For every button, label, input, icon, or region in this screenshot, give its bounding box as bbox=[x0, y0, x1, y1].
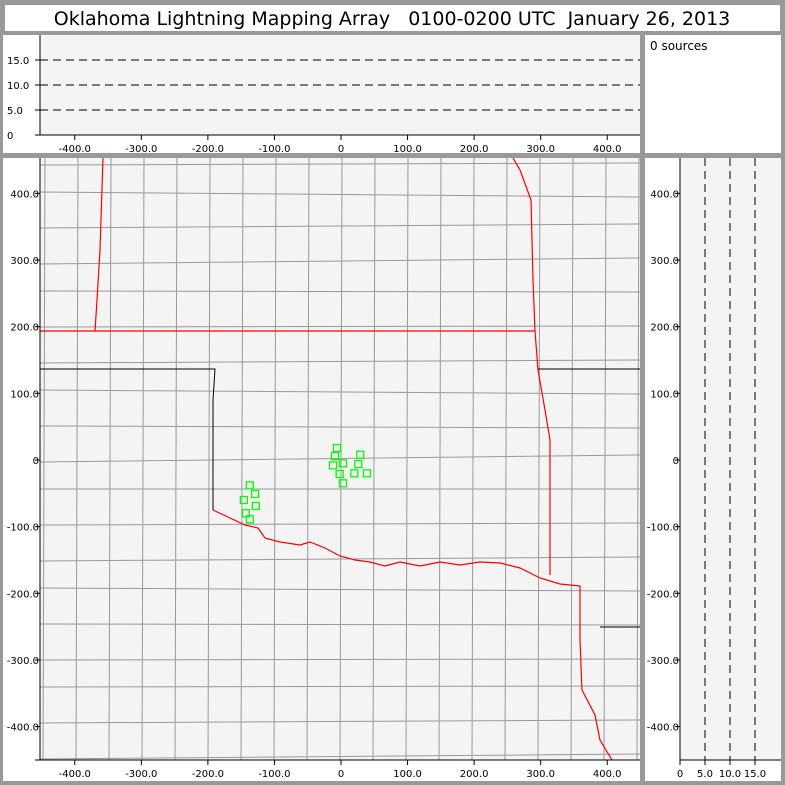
lightning-source-point bbox=[350, 469, 359, 478]
x-tick-label: -300.0 bbox=[125, 769, 157, 780]
lightning-source-point bbox=[335, 469, 344, 479]
y-tick-label: 100.0 bbox=[650, 389, 679, 400]
source-count: 0 sources bbox=[650, 39, 708, 53]
lightning-source-point bbox=[245, 515, 254, 524]
x-tick-label: 0 bbox=[677, 769, 683, 780]
y-tick-label: -300.0 bbox=[647, 656, 679, 667]
x-tick-label: 0 bbox=[338, 144, 344, 155]
altitude-ew-plot: 0 5.0 10.0 15.0 -400.0 -300.0 -200.0 -100.0 0 100… bbox=[7, 35, 640, 155]
plan-view-plot: 400.0 300.0 200.0 100.0 0 -100.0 -200.0 -300.0 -… bbox=[7, 158, 640, 780]
y-tick-label: -400.0 bbox=[7, 723, 39, 734]
x-tick-label: 400.0 bbox=[593, 769, 622, 780]
lightning-source-point bbox=[332, 443, 342, 453]
county-line bbox=[40, 162, 640, 166]
lightning-source-point bbox=[250, 489, 260, 499]
county-line bbox=[40, 454, 640, 463]
county-line bbox=[40, 425, 640, 429]
lightning-source-point bbox=[330, 451, 340, 461]
y-tick-label: -400.0 bbox=[647, 723, 679, 734]
county-line bbox=[40, 191, 640, 198]
y-tick-label: 15.0 bbox=[7, 56, 29, 67]
x-tick-label: 100.0 bbox=[393, 144, 422, 155]
x-tick-label: 10.0 bbox=[719, 769, 741, 780]
x-tick-label: -300.0 bbox=[125, 144, 157, 155]
state-borders bbox=[40, 158, 640, 760]
texas-arkansas-border bbox=[579, 586, 613, 760]
info-panel bbox=[645, 35, 781, 153]
y-tick-label: -300.0 bbox=[7, 656, 39, 667]
y-tick-label: 200.0 bbox=[650, 323, 679, 334]
x-tick-label: 200.0 bbox=[460, 769, 489, 780]
y-tick-label: -200.0 bbox=[7, 589, 39, 600]
county-line bbox=[40, 325, 640, 328]
county-line bbox=[40, 658, 640, 661]
county-line bbox=[40, 685, 640, 688]
y-tick-label: 300.0 bbox=[10, 256, 39, 267]
y-tick-label: 400.0 bbox=[650, 189, 679, 200]
x-tick-label: 300.0 bbox=[526, 144, 555, 155]
lightning-source-point bbox=[362, 469, 372, 478]
county-line bbox=[40, 359, 640, 364]
title-band bbox=[5, 5, 780, 31]
y-tick-label: 300.0 bbox=[650, 256, 679, 267]
x-tick-label: -100.0 bbox=[258, 769, 290, 780]
lightning-source-point bbox=[338, 459, 348, 468]
lightning-source-point bbox=[239, 495, 248, 505]
county-line bbox=[40, 389, 640, 395]
lightning-source-point bbox=[338, 479, 348, 488]
y-tick-label: -100.0 bbox=[7, 523, 39, 534]
x-tick-label: -200.0 bbox=[192, 144, 224, 155]
county-boundaries bbox=[40, 158, 640, 760]
x-tick-label: -200.0 bbox=[192, 769, 224, 780]
y-tick-label: 5.0 bbox=[7, 106, 23, 117]
x-tick-label: 100.0 bbox=[393, 769, 422, 780]
y-tick-label: 0 bbox=[673, 456, 679, 467]
x-tick-label: -400.0 bbox=[59, 144, 91, 155]
y-tick-label: 400.0 bbox=[10, 189, 39, 200]
county-line bbox=[40, 290, 640, 293]
county-line bbox=[40, 223, 640, 229]
x-tick-label: 5.0 bbox=[697, 769, 713, 780]
lightning-source-point bbox=[328, 461, 338, 470]
lightning-source-point bbox=[354, 459, 363, 469]
x-tick-label: 400.0 bbox=[593, 144, 622, 155]
x-tick-label: 0 bbox=[338, 769, 344, 780]
x-tick-label: 300.0 bbox=[526, 769, 555, 780]
county-line bbox=[40, 522, 640, 526]
lightning-source-point bbox=[245, 481, 254, 490]
lightning-source-point bbox=[356, 450, 365, 459]
chart-title: Oklahoma Lightning Mapping Array 0100-02… bbox=[54, 8, 731, 30]
y-tick-label: 0 bbox=[33, 456, 39, 467]
county-line bbox=[40, 719, 640, 724]
county-line bbox=[40, 753, 640, 760]
x-tick-label: -400.0 bbox=[59, 769, 91, 780]
y-tick-label: 100.0 bbox=[10, 389, 39, 400]
y-tick-label: 10.0 bbox=[7, 81, 29, 92]
red-river-border bbox=[212, 509, 581, 587]
missouri-kansas-border bbox=[512, 158, 551, 575]
county-line bbox=[40, 623, 640, 626]
x-tick-label: -100.0 bbox=[258, 144, 290, 155]
county-line bbox=[40, 587, 640, 592]
y-tick-label: -200.0 bbox=[647, 589, 679, 600]
x-tick-label: 15.0 bbox=[744, 769, 766, 780]
lightning-source-point bbox=[251, 501, 260, 511]
county-line bbox=[40, 556, 640, 562]
y-tick-label: -100.0 bbox=[647, 523, 679, 534]
x-tick-label: 200.0 bbox=[460, 144, 489, 155]
panhandle-texas-border bbox=[40, 368, 216, 510]
colorado-kansas-border bbox=[94, 158, 104, 332]
y-tick-label: 200.0 bbox=[10, 323, 39, 334]
y-tick-label: 0 bbox=[7, 131, 13, 142]
ns-altitude-plot: 400.0 300.0 200.0 100.0 0 -100.0 -200.0 -300.0 -… bbox=[647, 158, 781, 780]
county-line bbox=[40, 257, 640, 265]
